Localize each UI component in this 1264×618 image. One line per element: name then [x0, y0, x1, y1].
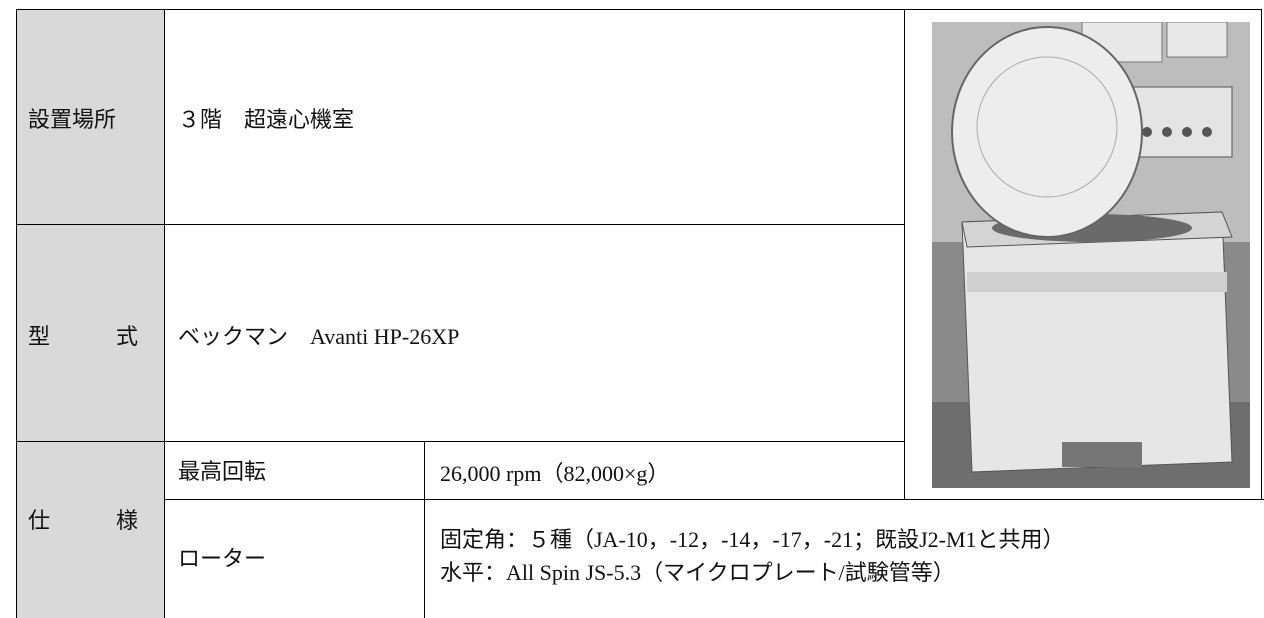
- label-cell: [16, 224, 166, 443]
- spec-name: 最高回転: [178, 459, 267, 484]
- spec-value: 固定角：５種（JA-10，-12，-14，-17，-21；既設J2-M1と共用）: [440, 527, 1065, 552]
- row-label: 設置場所: [28, 107, 117, 132]
- spec-name: ローター: [178, 546, 267, 571]
- spec-value-cell: [424, 499, 1264, 618]
- spec-value: 水平：All Spin JS-5.3（マイクロプレート/試験管等）: [440, 560, 955, 585]
- row-label: 型 式: [28, 324, 138, 349]
- spec-value: 26,000 rpm（82,000×g）: [440, 461, 670, 486]
- row-label: 仕 様: [28, 508, 138, 533]
- row-value: ３階 超遠心機室: [178, 107, 355, 132]
- label-cell: [16, 441, 166, 618]
- row-value: ベックマン Avanti HP-26XP: [178, 324, 460, 349]
- photo: [932, 22, 1250, 488]
- label-cell: [16, 9, 166, 226]
